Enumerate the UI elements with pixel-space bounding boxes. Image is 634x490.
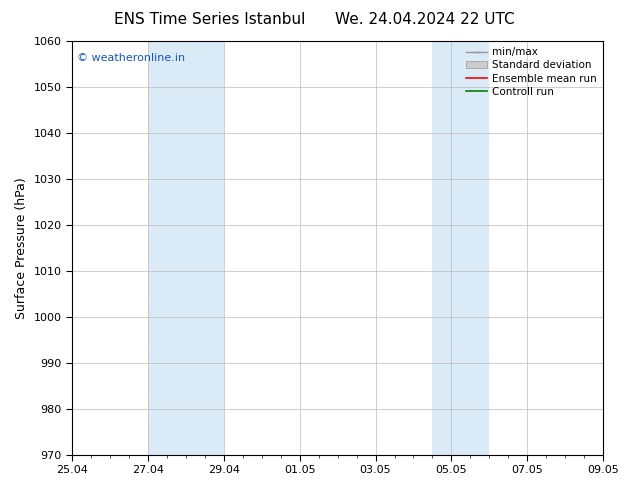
Text: © weatheronline.in: © weatheronline.in <box>77 53 186 64</box>
Y-axis label: Surface Pressure (hPa): Surface Pressure (hPa) <box>15 177 28 318</box>
Text: ENS Time Series Istanbul: ENS Time Series Istanbul <box>113 12 305 27</box>
Bar <box>432 41 489 455</box>
Text: We. 24.04.2024 22 UTC: We. 24.04.2024 22 UTC <box>335 12 515 27</box>
Bar <box>148 41 224 455</box>
Legend: min/max, Standard deviation, Ensemble mean run, Controll run: min/max, Standard deviation, Ensemble me… <box>462 43 601 101</box>
